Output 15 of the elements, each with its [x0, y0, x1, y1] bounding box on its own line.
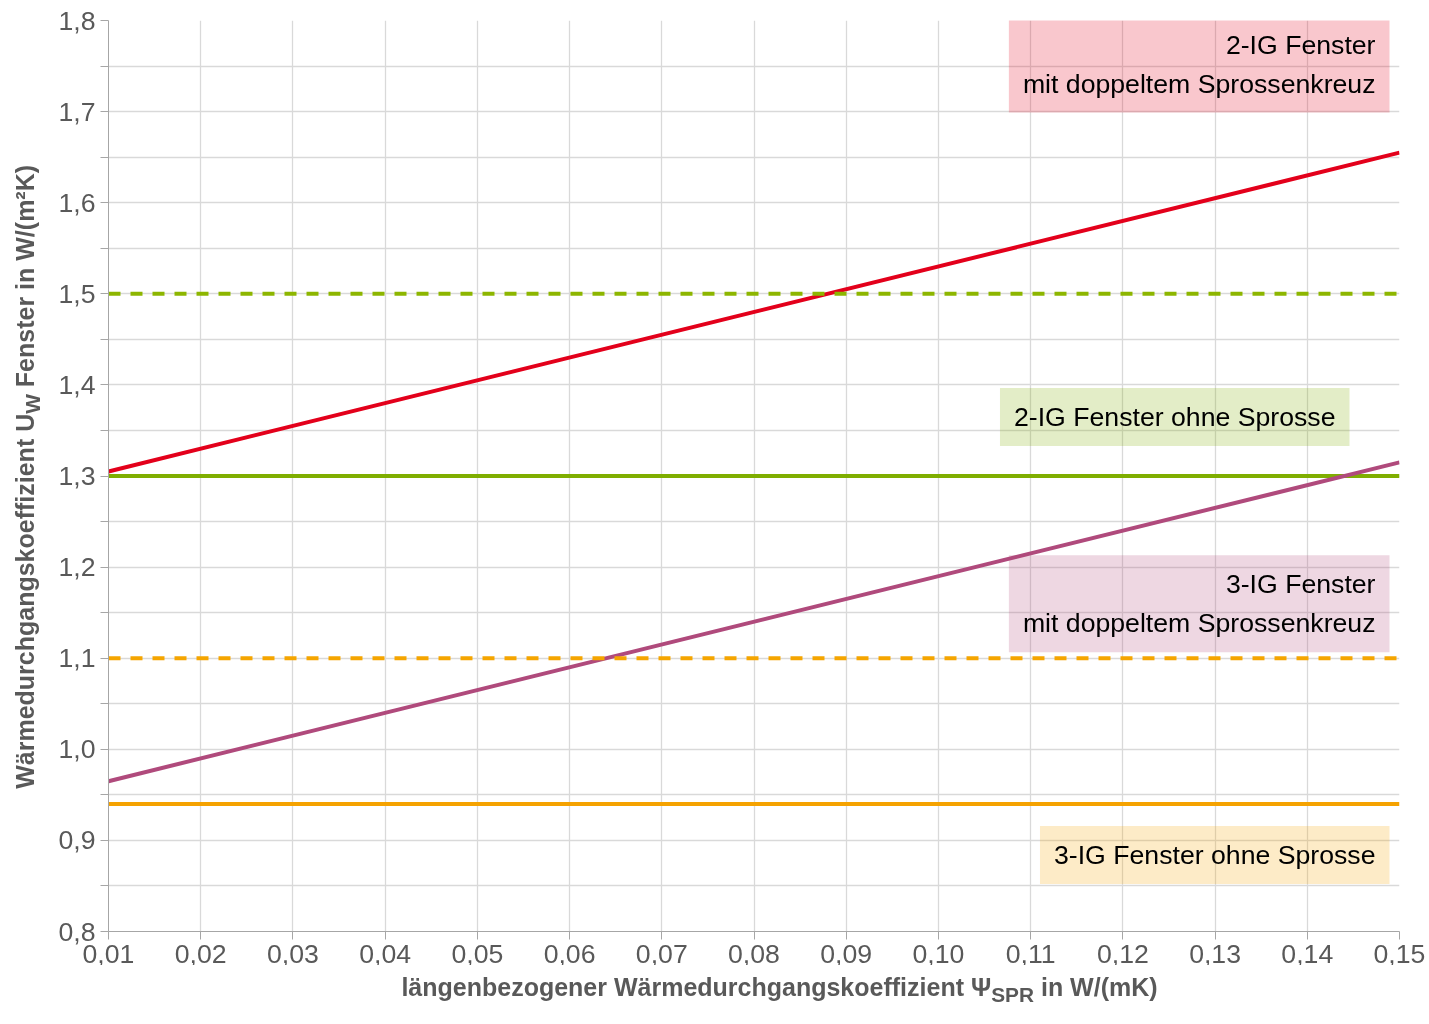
series-label: 3-IG Fenster mit doppeltem Sprossenkreuz [1022, 569, 1376, 639]
y-tick-label: 1,4 [58, 369, 96, 400]
x-axis-title: längenbezogener Wärmedurchgangskoeffizient Ψ$_{SPR}$ in W/(mK) [400, 972, 1159, 1008]
y-tick-label: 1,2 [58, 552, 96, 583]
y-tick-label: 1,5 [58, 278, 96, 309]
y-tick-label: 1,7 [58, 96, 96, 127]
series-label: 2-IG Fenster ohne Sprosse [1013, 402, 1336, 432]
y-tick-label: 1,6 [58, 187, 96, 218]
y-tick-label: 0,9 [58, 825, 96, 856]
y-tick-label: 1,0 [58, 734, 96, 765]
text: 2-IG Fenster mit doppeltem Sprossenkreuz [1022, 29, 1376, 99]
y-tick-label: 1,1 [58, 643, 96, 674]
y-tick-label: 1,8 [58, 5, 96, 36]
series-label: 3-IG Fenster ohne Sprosse [1053, 839, 1376, 870]
y-tick-label: 1,3 [58, 461, 96, 491]
